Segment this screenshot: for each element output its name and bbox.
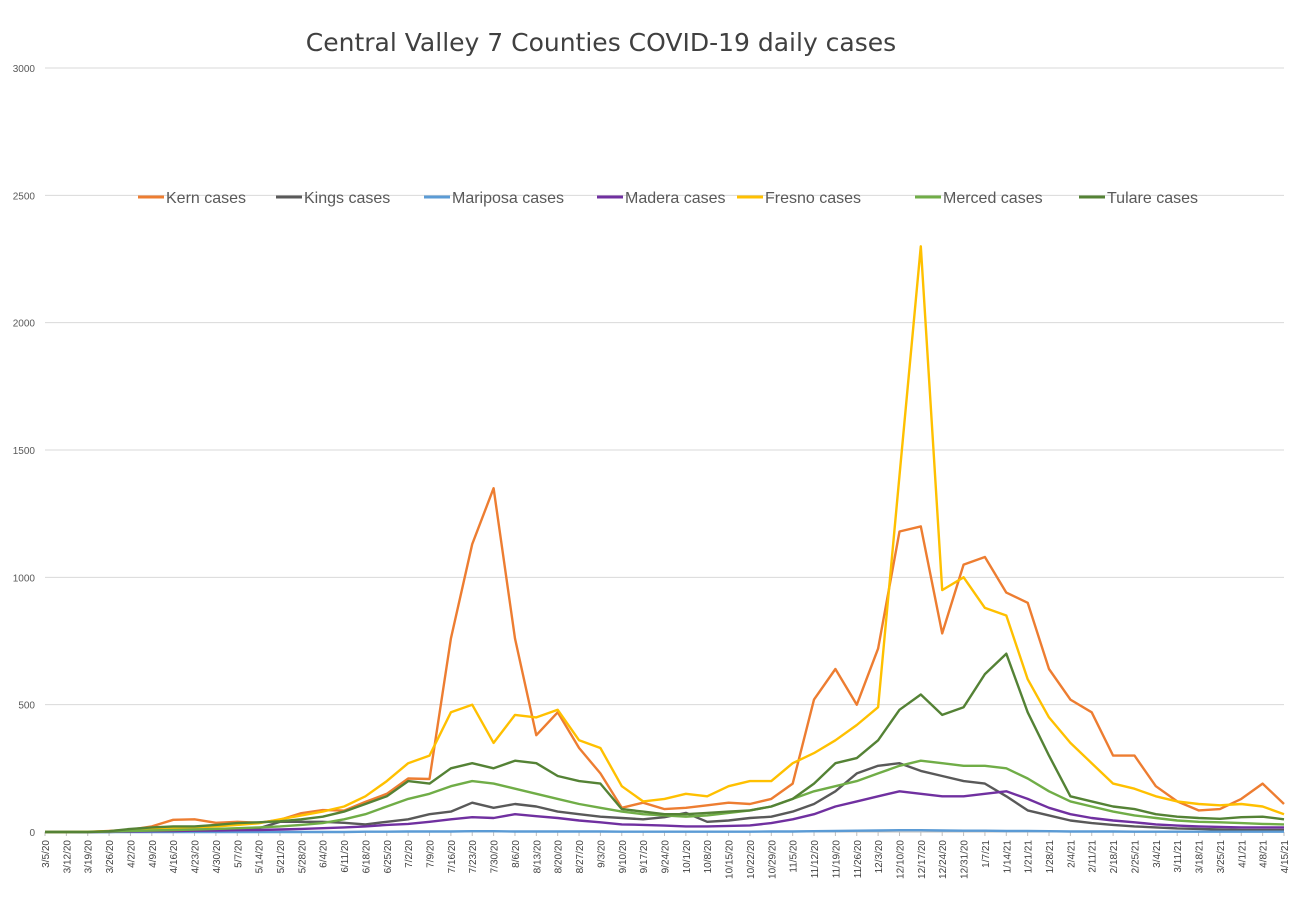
x-tick-label: 2/4/21 — [1066, 840, 1077, 868]
x-tick-label: 3/26/20 — [105, 840, 116, 874]
x-tick-label: 10/15/20 — [725, 840, 736, 879]
x-tick-label: 4/1/21 — [1237, 840, 1248, 868]
series-line-mariposa-cases — [45, 829, 1284, 834]
x-tick-label: 5/7/20 — [233, 840, 244, 868]
y-tick-label: 500 — [18, 701, 35, 712]
y-tick-label: 0 — [29, 828, 35, 839]
chart-title: Central Valley 7 Counties COVID-19 daily… — [305, 28, 897, 57]
x-tick-label: 4/16/20 — [169, 840, 180, 874]
series-line-madera-cases — [45, 790, 1284, 834]
x-tick-label: 5/28/20 — [297, 840, 308, 874]
legend-label-mariposa-cases: Mariposa cases — [452, 190, 564, 207]
x-tick-label: 3/19/20 — [84, 840, 95, 874]
x-tick-label: 12/31/20 — [960, 840, 971, 879]
x-tick-label: 4/9/20 — [148, 840, 159, 868]
x-tick-label: 6/11/20 — [340, 840, 351, 873]
y-tick-label: 2500 — [13, 191, 36, 202]
x-tick-label: 6/18/20 — [361, 840, 372, 874]
x-tick-label: 8/13/20 — [532, 840, 543, 874]
gridlines — [45, 67, 1284, 833]
x-tick-label: 9/3/20 — [596, 840, 607, 868]
y-tick-label: 1500 — [13, 446, 36, 457]
x-tick-label: 7/16/20 — [447, 840, 458, 874]
x-tick-label: 9/17/20 — [639, 840, 650, 874]
x-tick-label: 7/30/20 — [490, 840, 501, 874]
x-tick-label: 7/23/20 — [468, 840, 479, 874]
x-tick-label: 3/11/21 — [1173, 840, 1184, 873]
x-tick-label: 11/12/20 — [810, 840, 821, 879]
x-tick-label: 4/23/20 — [191, 840, 202, 874]
y-tick-label: 2000 — [13, 319, 36, 330]
x-tick-label: 3/12/20 — [62, 840, 73, 874]
y-axis-ticks: 0 500 1000 1500 2000 2500 3000 — [13, 64, 36, 839]
x-tick-label: 3/4/21 — [1152, 840, 1163, 868]
x-tick-label: 2/25/21 — [1130, 840, 1141, 874]
x-tick-label: 11/19/20 — [831, 840, 842, 879]
legend-label-madera-cases: Madera cases — [625, 190, 726, 207]
x-tick-label: 7/2/20 — [404, 840, 415, 868]
x-tick-label: 5/21/20 — [276, 840, 287, 874]
x-tick-label: 6/4/20 — [319, 840, 330, 868]
legend-label-kings-cases: Kings cases — [304, 190, 390, 207]
x-tick-label: 12/3/20 — [874, 840, 885, 874]
x-tick-label: 3/18/21 — [1195, 840, 1206, 874]
x-tick-label: 4/15/21 — [1280, 840, 1291, 874]
x-tick-label: 10/8/20 — [703, 840, 714, 874]
series-line-fresno-cases — [45, 245, 1285, 834]
legend: Kern cases Kings cases Mariposa cases Mader… — [138, 190, 1198, 207]
series-lines — [45, 245, 1285, 834]
legend-label-fresno-cases: Fresno cases — [765, 190, 861, 207]
x-axis-ticks: 3/5/20 3/12/20 3/19/20 3/26/20 4/2/20 4/9/20 4… — [41, 832, 1291, 879]
x-tick-label: 1/7/21 — [981, 840, 992, 868]
x-tick-label: 7/9/20 — [426, 840, 437, 868]
x-tick-label: 4/8/21 — [1259, 840, 1270, 868]
legend-label-tulare-cases: Tulare cases — [1107, 190, 1198, 207]
x-tick-label: 10/29/20 — [767, 840, 778, 879]
x-tick-label: 6/25/20 — [383, 840, 394, 874]
x-tick-label: 10/22/20 — [746, 840, 757, 879]
x-tick-label: 11/26/20 — [853, 840, 864, 879]
x-tick-label: 9/10/20 — [618, 840, 629, 874]
x-tick-label: 8/20/20 — [554, 840, 565, 874]
y-tick-label: 1000 — [13, 573, 36, 584]
x-tick-label: 3/5/20 — [41, 840, 52, 868]
x-tick-label: 8/6/20 — [511, 840, 522, 868]
x-tick-label: 4/30/20 — [212, 840, 223, 874]
x-tick-label: 5/14/20 — [255, 840, 266, 874]
x-tick-label: 10/1/20 — [682, 840, 693, 874]
legend-label-merced-cases: Merced cases — [943, 190, 1043, 207]
x-tick-label: 1/21/21 — [1024, 840, 1035, 874]
x-tick-label: 12/17/20 — [917, 840, 928, 879]
x-tick-label: 1/28/21 — [1045, 840, 1056, 874]
x-tick-label: 11/5/20 — [789, 840, 800, 873]
x-tick-label: 9/24/20 — [661, 840, 672, 874]
series-line-tulare-cases — [45, 652, 1285, 834]
x-tick-label: 4/2/20 — [126, 840, 137, 868]
x-tick-label: 2/11/21 — [1088, 840, 1099, 873]
x-tick-label: 1/14/21 — [1002, 840, 1013, 874]
x-tick-label: 2/18/21 — [1109, 840, 1120, 874]
x-tick-label: 3/25/21 — [1216, 840, 1227, 874]
x-tick-label: 12/10/20 — [895, 840, 906, 879]
x-tick-label: 12/24/20 — [938, 840, 949, 879]
y-tick-label: 3000 — [13, 64, 36, 75]
series-line-kern-cases — [45, 487, 1285, 834]
legend-label-kern-cases: Kern cases — [166, 190, 246, 207]
x-tick-label: 8/27/20 — [575, 840, 586, 874]
